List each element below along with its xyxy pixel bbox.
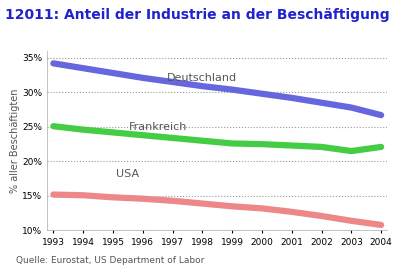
Text: USA: USA (116, 169, 139, 179)
Text: 12011: Anteil der Industrie an der Beschäftigung: 12011: Anteil der Industrie an der Besch… (5, 8, 390, 22)
Text: Frankreich: Frankreich (128, 122, 187, 132)
Y-axis label: % aller Beschäftigten: % aller Beschäftigten (9, 88, 20, 193)
Text: Quelle: Eurostat, US Department of Labor: Quelle: Eurostat, US Department of Labor (16, 256, 204, 265)
Text: Deutschland: Deutschland (167, 73, 237, 83)
